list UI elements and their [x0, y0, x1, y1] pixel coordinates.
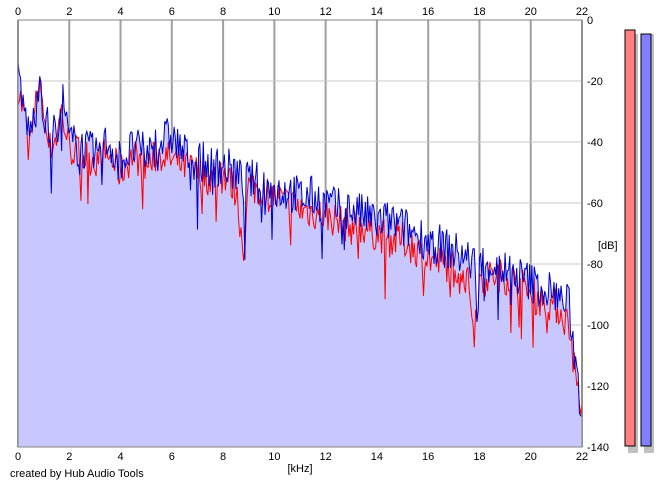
x-tick-label: 14 — [371, 6, 383, 18]
x-tick-label: 2 — [66, 451, 72, 463]
x-tick-label: 4 — [117, 6, 123, 18]
x-tick-label: 6 — [169, 6, 175, 18]
x-tick-label: 20 — [525, 451, 537, 463]
x-tick-label: 18 — [473, 451, 485, 463]
y-tick-label: -120 — [587, 381, 609, 393]
x-tick-label: 10 — [268, 451, 280, 463]
spectrum-fill-area — [18, 62, 582, 448]
y-tick-label: -20 — [587, 76, 603, 88]
x-tick-label: 2 — [66, 6, 72, 18]
y-tick-label: -100 — [587, 320, 609, 332]
x-tick-label: 8 — [220, 6, 226, 18]
x-axis-unit-label: [kHz] — [287, 463, 312, 475]
y-tick-labels: 0 -20 -40 -60 -80 -100 -120 -140 — [587, 15, 609, 454]
series-lines — [17, 62, 583, 417]
y-tick-label: -140 — [587, 442, 609, 454]
y-axis-unit-label: [dB] — [598, 240, 618, 252]
x-tick-label: 14 — [371, 451, 383, 463]
credit-text: created by Hub Audio Tools — [10, 468, 144, 480]
x-tick-label: 16 — [422, 451, 434, 463]
x-tick-label: 0 — [15, 6, 21, 18]
x-tick-label: 12 — [320, 451, 332, 463]
y-tick-label: 0 — [587, 15, 593, 27]
x-tick-label: 20 — [525, 6, 537, 18]
level-meter-bar — [624, 29, 636, 447]
x-tick-label: 22 — [576, 451, 588, 463]
level-meter-bar — [640, 33, 652, 447]
x-tick-label: 8 — [220, 451, 226, 463]
plot-frame — [17, 19, 583, 448]
x-tick-label: 22 — [576, 6, 588, 18]
y-tick-label: -80 — [587, 259, 603, 271]
x-tick-label: 6 — [169, 451, 175, 463]
x-tick-label: 4 — [117, 451, 123, 463]
x-tick-label: 16 — [422, 6, 434, 18]
y-tick-label: -60 — [587, 198, 603, 210]
y-tick-label: -40 — [587, 137, 603, 149]
x-tick-label: 12 — [320, 6, 332, 18]
series-line-2 — [17, 62, 583, 417]
level-meters — [624, 29, 654, 453]
x-tick-label: 18 — [473, 6, 485, 18]
x-tick-label: 10 — [268, 6, 280, 18]
x-tick-label: 0 — [15, 451, 21, 463]
